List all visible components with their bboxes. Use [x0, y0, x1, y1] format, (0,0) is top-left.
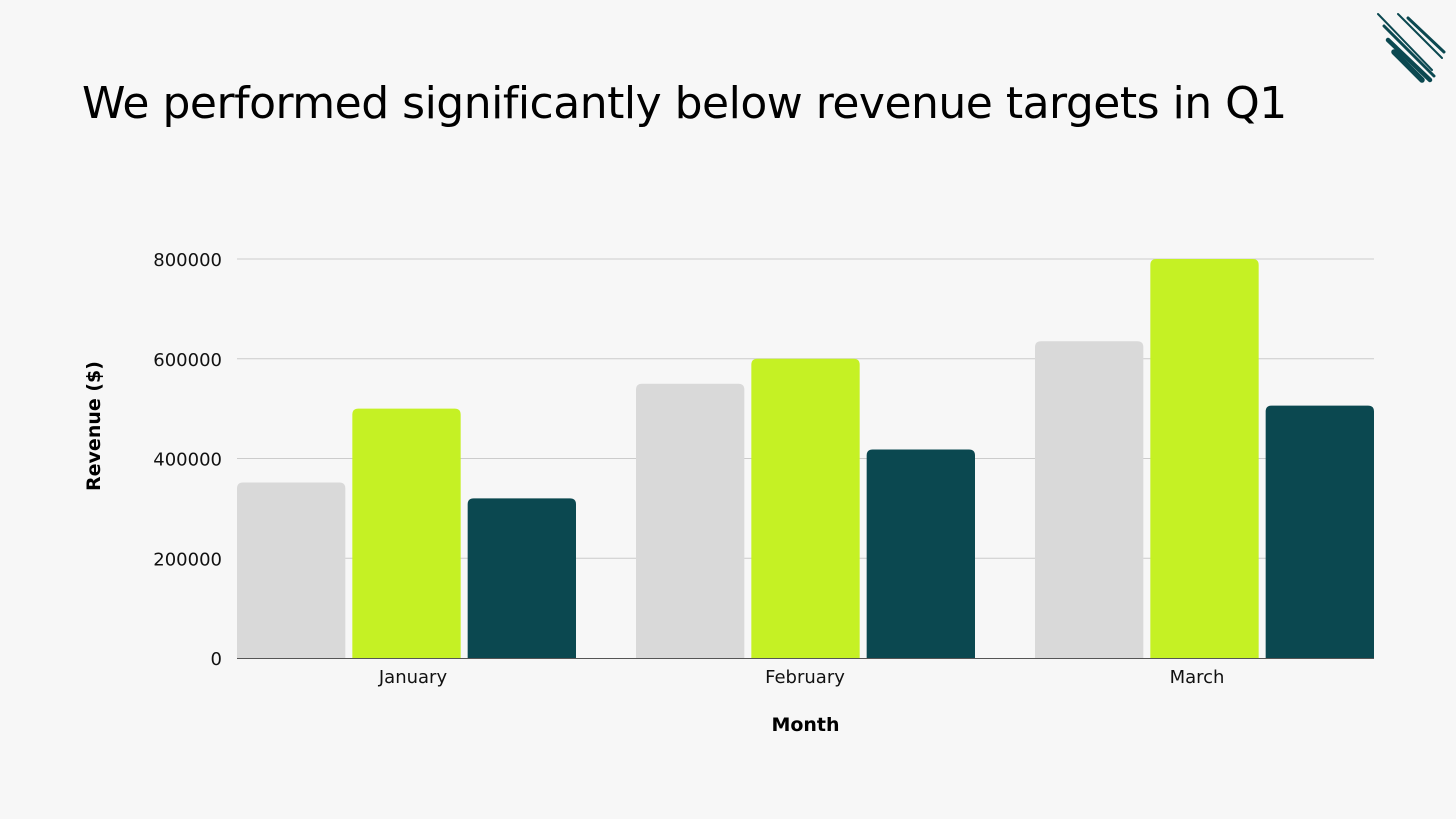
x-tick-label: February — [765, 667, 845, 688]
bars — [237, 259, 1374, 658]
y-axis-title: Revenue ($) — [83, 361, 105, 491]
x-tick-labels: January February March — [378, 667, 1225, 688]
bar-february-series-3 — [866, 449, 975, 658]
bar-january-series-2 — [352, 408, 461, 658]
y-tick-label: 800000 — [153, 250, 222, 271]
y-tick-label: 200000 — [153, 549, 222, 570]
y-tick-labels: 0 200000 400000 600000 800000 — [153, 250, 222, 670]
bar-march-series-3 — [1265, 405, 1374, 658]
brand-logo-icon — [1377, 13, 1446, 83]
slide-title: We performed significantly below revenue… — [82, 78, 1287, 129]
bar-february-series-2 — [751, 358, 860, 658]
x-tick-label: March — [1170, 667, 1225, 688]
bar-march-series-1 — [1035, 341, 1144, 658]
bar-february-series-1 — [636, 383, 745, 658]
y-tick-label: 0 — [211, 649, 222, 670]
bar-january-series-3 — [467, 498, 576, 658]
bar-january-series-1 — [237, 482, 346, 658]
y-tick-label: 600000 — [153, 350, 222, 371]
y-tick-label: 400000 — [153, 450, 222, 471]
x-axis-title: Month — [771, 714, 839, 736]
x-tick-label: January — [378, 667, 448, 688]
bar-march-series-2 — [1150, 259, 1259, 658]
